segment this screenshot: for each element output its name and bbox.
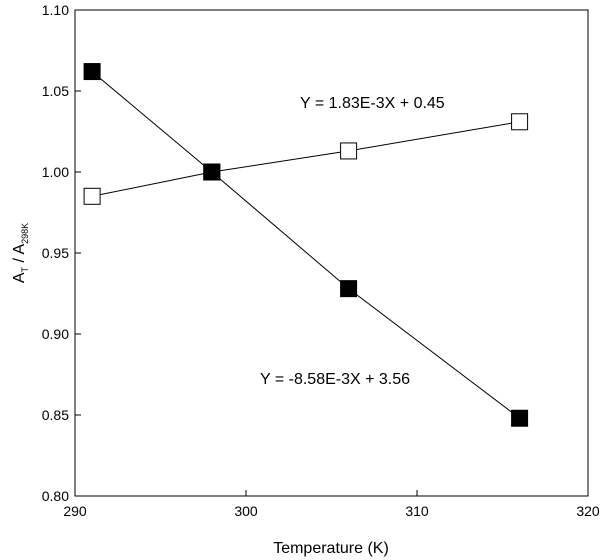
y-tick-label: 0.90 (42, 326, 69, 342)
x-axis-title: Temperature (K) (273, 540, 389, 557)
x-tick-label: 300 (234, 503, 258, 519)
series-markers (83, 63, 529, 427)
y-tick-label: 1.00 (42, 164, 69, 180)
x-tick-label: 320 (576, 503, 600, 519)
y-axis-title-main: A (11, 272, 28, 283)
y-tick-label: 0.80 (42, 488, 69, 504)
plot-frame (74, 9, 589, 497)
x-tick-label: 290 (63, 503, 87, 519)
y-tick-label: 1.10 (42, 2, 69, 18)
x-tick-label: 310 (405, 503, 429, 519)
y-axis-title-sep: / A (11, 244, 28, 267)
filled-square-marker (340, 280, 358, 298)
y-axis-title-ref-sub: 298K (20, 223, 30, 244)
fit-equation-filled: Y = -8.58E-3X + 3.56 (260, 371, 410, 388)
y-tick-label: 0.95 (42, 245, 69, 261)
fit-equation-open: Y = 1.83E-3X + 0.45 (300, 95, 445, 112)
y-axis-title: AT / A298K (11, 223, 30, 283)
y-tick-label: 0.85 (42, 407, 69, 423)
open-square-marker (511, 113, 529, 131)
filled-square-marker (83, 63, 101, 81)
filled-square-series-line (91, 71, 520, 419)
y-tick-label: 1.05 (42, 83, 69, 99)
filled-square-marker (511, 409, 529, 427)
open-square-series-line (92, 121, 520, 197)
series-lines (91, 71, 520, 419)
axis-ticks: 290 300 310 320 0.80 0.85 0.90 0.95 1.00 1.05 1.10 (42, 2, 600, 519)
open-square-marker (83, 187, 101, 205)
filled-square-marker (203, 163, 221, 181)
open-square-marker (340, 142, 358, 160)
y-axis-title-main-sub: T (20, 266, 30, 272)
